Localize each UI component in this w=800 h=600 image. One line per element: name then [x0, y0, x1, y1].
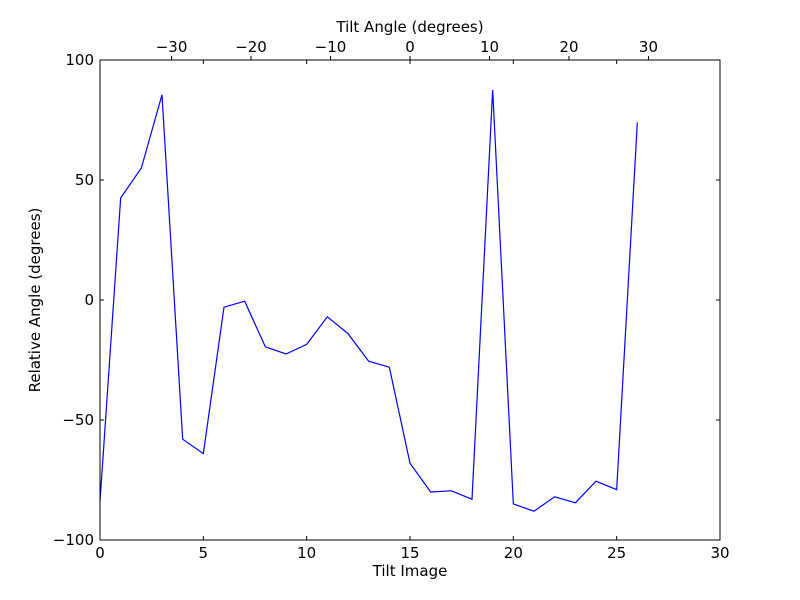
- x-tick-label: 15: [400, 544, 419, 562]
- top-tick-label: 30: [639, 38, 658, 56]
- top-tick-label: −10: [315, 38, 347, 56]
- top-axis-label: Tilt Angle (degrees): [335, 18, 483, 36]
- top-tick-label: 0: [405, 38, 415, 56]
- x-axis-label: Tilt Image: [372, 562, 448, 580]
- x-tick-label: 25: [607, 544, 626, 562]
- x-tick-label: 5: [199, 544, 209, 562]
- top-tick-label: 20: [559, 38, 578, 56]
- top-tick-label: −30: [156, 38, 188, 56]
- y-tick-label: 0: [84, 291, 94, 309]
- series-line: [99, 89, 638, 512]
- y-tick-label: −50: [62, 411, 94, 429]
- top-tick-label: −20: [235, 38, 267, 56]
- y-tick-label: 100: [65, 51, 94, 69]
- y-tick-label: −100: [53, 531, 94, 549]
- y-tick-label: 50: [75, 171, 94, 189]
- x-tick-label: 10: [297, 544, 316, 562]
- plot-area: [100, 60, 720, 540]
- x-tick-label: 30: [710, 544, 729, 562]
- x-tick-label: 0: [95, 544, 105, 562]
- top-tick-label: 10: [480, 38, 499, 56]
- x-tick-label: 20: [504, 544, 523, 562]
- y-axis-label: Relative Angle (degrees): [26, 208, 44, 393]
